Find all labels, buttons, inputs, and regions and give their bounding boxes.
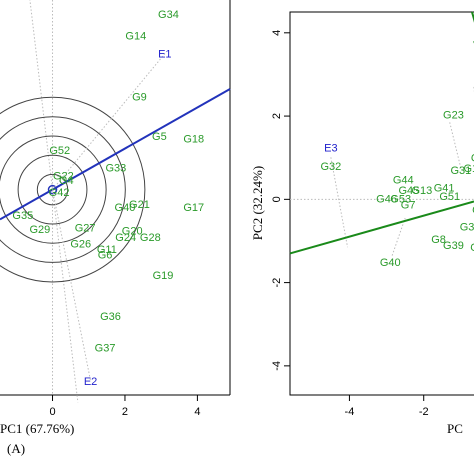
concentric-circle-4 (0, 116, 126, 263)
average-environment-marker (47, 184, 58, 195)
right-x-tick-label: -4 (345, 406, 355, 418)
right-y-tick-label: 2 (271, 113, 283, 119)
left-x-axis: 0 2 4 (49, 395, 200, 418)
panel-letter: (A) (7, 441, 25, 456)
genotype-label: G33 (106, 162, 127, 174)
environment-vector-E1 (52, 53, 166, 190)
right-x-axis-title: PC (447, 421, 463, 436)
genotype-label: G6 (98, 249, 113, 261)
genotype-label: G31 (450, 165, 471, 177)
genotype-label: G17 (183, 202, 204, 214)
right-vectors (289, 11, 474, 255)
genotype-label: G46 (376, 194, 397, 206)
genotype-label: G52 (49, 145, 70, 157)
right-y-tick-label: 0 (271, 196, 283, 202)
genotype-label: G34 (158, 9, 179, 21)
left-x-tick-label: 2 (122, 406, 128, 418)
right-y-tick-label: -4 (271, 361, 283, 371)
left-guide-lines (29, 0, 79, 403)
right-plot-frame (289, 11, 474, 396)
genotype-label: G7 (401, 199, 416, 211)
perpendicular-guide-G23 (449, 122, 462, 169)
right-green-line-lower (289, 200, 474, 255)
genotype-label: G39 (443, 240, 464, 252)
right-point-labels: E3G12G23G32G15G25G10G31G44G45G13G41G46G5… (320, 109, 474, 269)
environment-label: E3 (324, 142, 337, 154)
genotype-label: G32 (320, 161, 341, 173)
genotype-label: G36 (100, 311, 121, 323)
right-y-tick-label: 4 (271, 30, 283, 36)
concentric-circle-2 (17, 154, 88, 225)
genotype-label: G42 (49, 187, 70, 199)
concentric-circle-5 (0, 96, 146, 283)
genotype-label: G20 (122, 226, 143, 238)
genotype-label: G13 (411, 185, 432, 197)
genotype-label: G14 (125, 31, 146, 43)
environment-label: E2 (84, 376, 97, 388)
genotype-label: G40 (380, 257, 401, 269)
genotype-label: G51 (439, 191, 460, 203)
genotype-label: G53 (390, 194, 411, 206)
genotype-label: G10 (463, 163, 474, 175)
environment-label: E1 (158, 49, 171, 61)
perpendicular-guide-E3 (330, 157, 349, 248)
genotype-label: G2 (472, 205, 474, 217)
environment-vector-E2 (52, 189, 92, 381)
genotype-label: G18 (183, 133, 204, 145)
right-x-axis: -4 -2 (345, 395, 429, 418)
genotype-label: G21 (129, 199, 150, 211)
right-x-tick-label: -2 (419, 406, 429, 418)
genotype-label: G44 (393, 174, 414, 186)
concentric-circle-3 (0, 135, 107, 244)
genotype-label: G19 (153, 270, 174, 282)
genotype-label: G41 (434, 183, 455, 195)
right-y-axis: 4 2 0 -2 -4 (271, 30, 290, 371)
genotype-label: G37 (95, 343, 116, 355)
right-guide-lines (290, 86, 474, 256)
left-x-tick-label: 4 (194, 406, 200, 418)
genotype-label: G40 (115, 202, 136, 214)
genotype-label: G26 (70, 238, 91, 250)
genotype-label: G23 (443, 109, 464, 121)
average-environment-line (0, 88, 231, 221)
genotype-label: G22 (53, 170, 74, 182)
genotype-label: G45 (398, 185, 419, 197)
genotype-label: G5 (152, 131, 167, 143)
atc-ordinate-line (29, 0, 79, 403)
environment-vectors (52, 53, 166, 381)
concentric-circles (0, 96, 146, 283)
right-panel: E3G12G23G32G15G25G10G31G44G45G13G41G46G5… (250, 11, 474, 436)
right-y-axis-title: PC2 (32.24%) (250, 166, 265, 240)
average-environment-axis (0, 88, 231, 221)
genotype-label: G8 (431, 234, 446, 246)
left-x-tick-label: 0 (49, 406, 55, 418)
genotype-label: G38 (460, 221, 474, 233)
genotype-label: G35 (12, 210, 33, 222)
genotype-label: G9 (132, 91, 147, 103)
genotype-label: G3 (470, 242, 474, 254)
genotype-label: G15 (471, 153, 474, 165)
right-y-tick-label: -2 (271, 278, 283, 288)
left-x-axis-title: PC1 (67.76%) (0, 421, 74, 436)
genotype-label: G27 (75, 223, 96, 235)
concentric-circle-1 (36, 173, 69, 206)
genotype-label: G11 (97, 244, 117, 256)
genotype-label: G4 (59, 175, 74, 187)
genotype-label: G28 (140, 232, 161, 244)
genotype-label: G24 (115, 232, 136, 244)
genotype-label: G29 (29, 224, 50, 236)
